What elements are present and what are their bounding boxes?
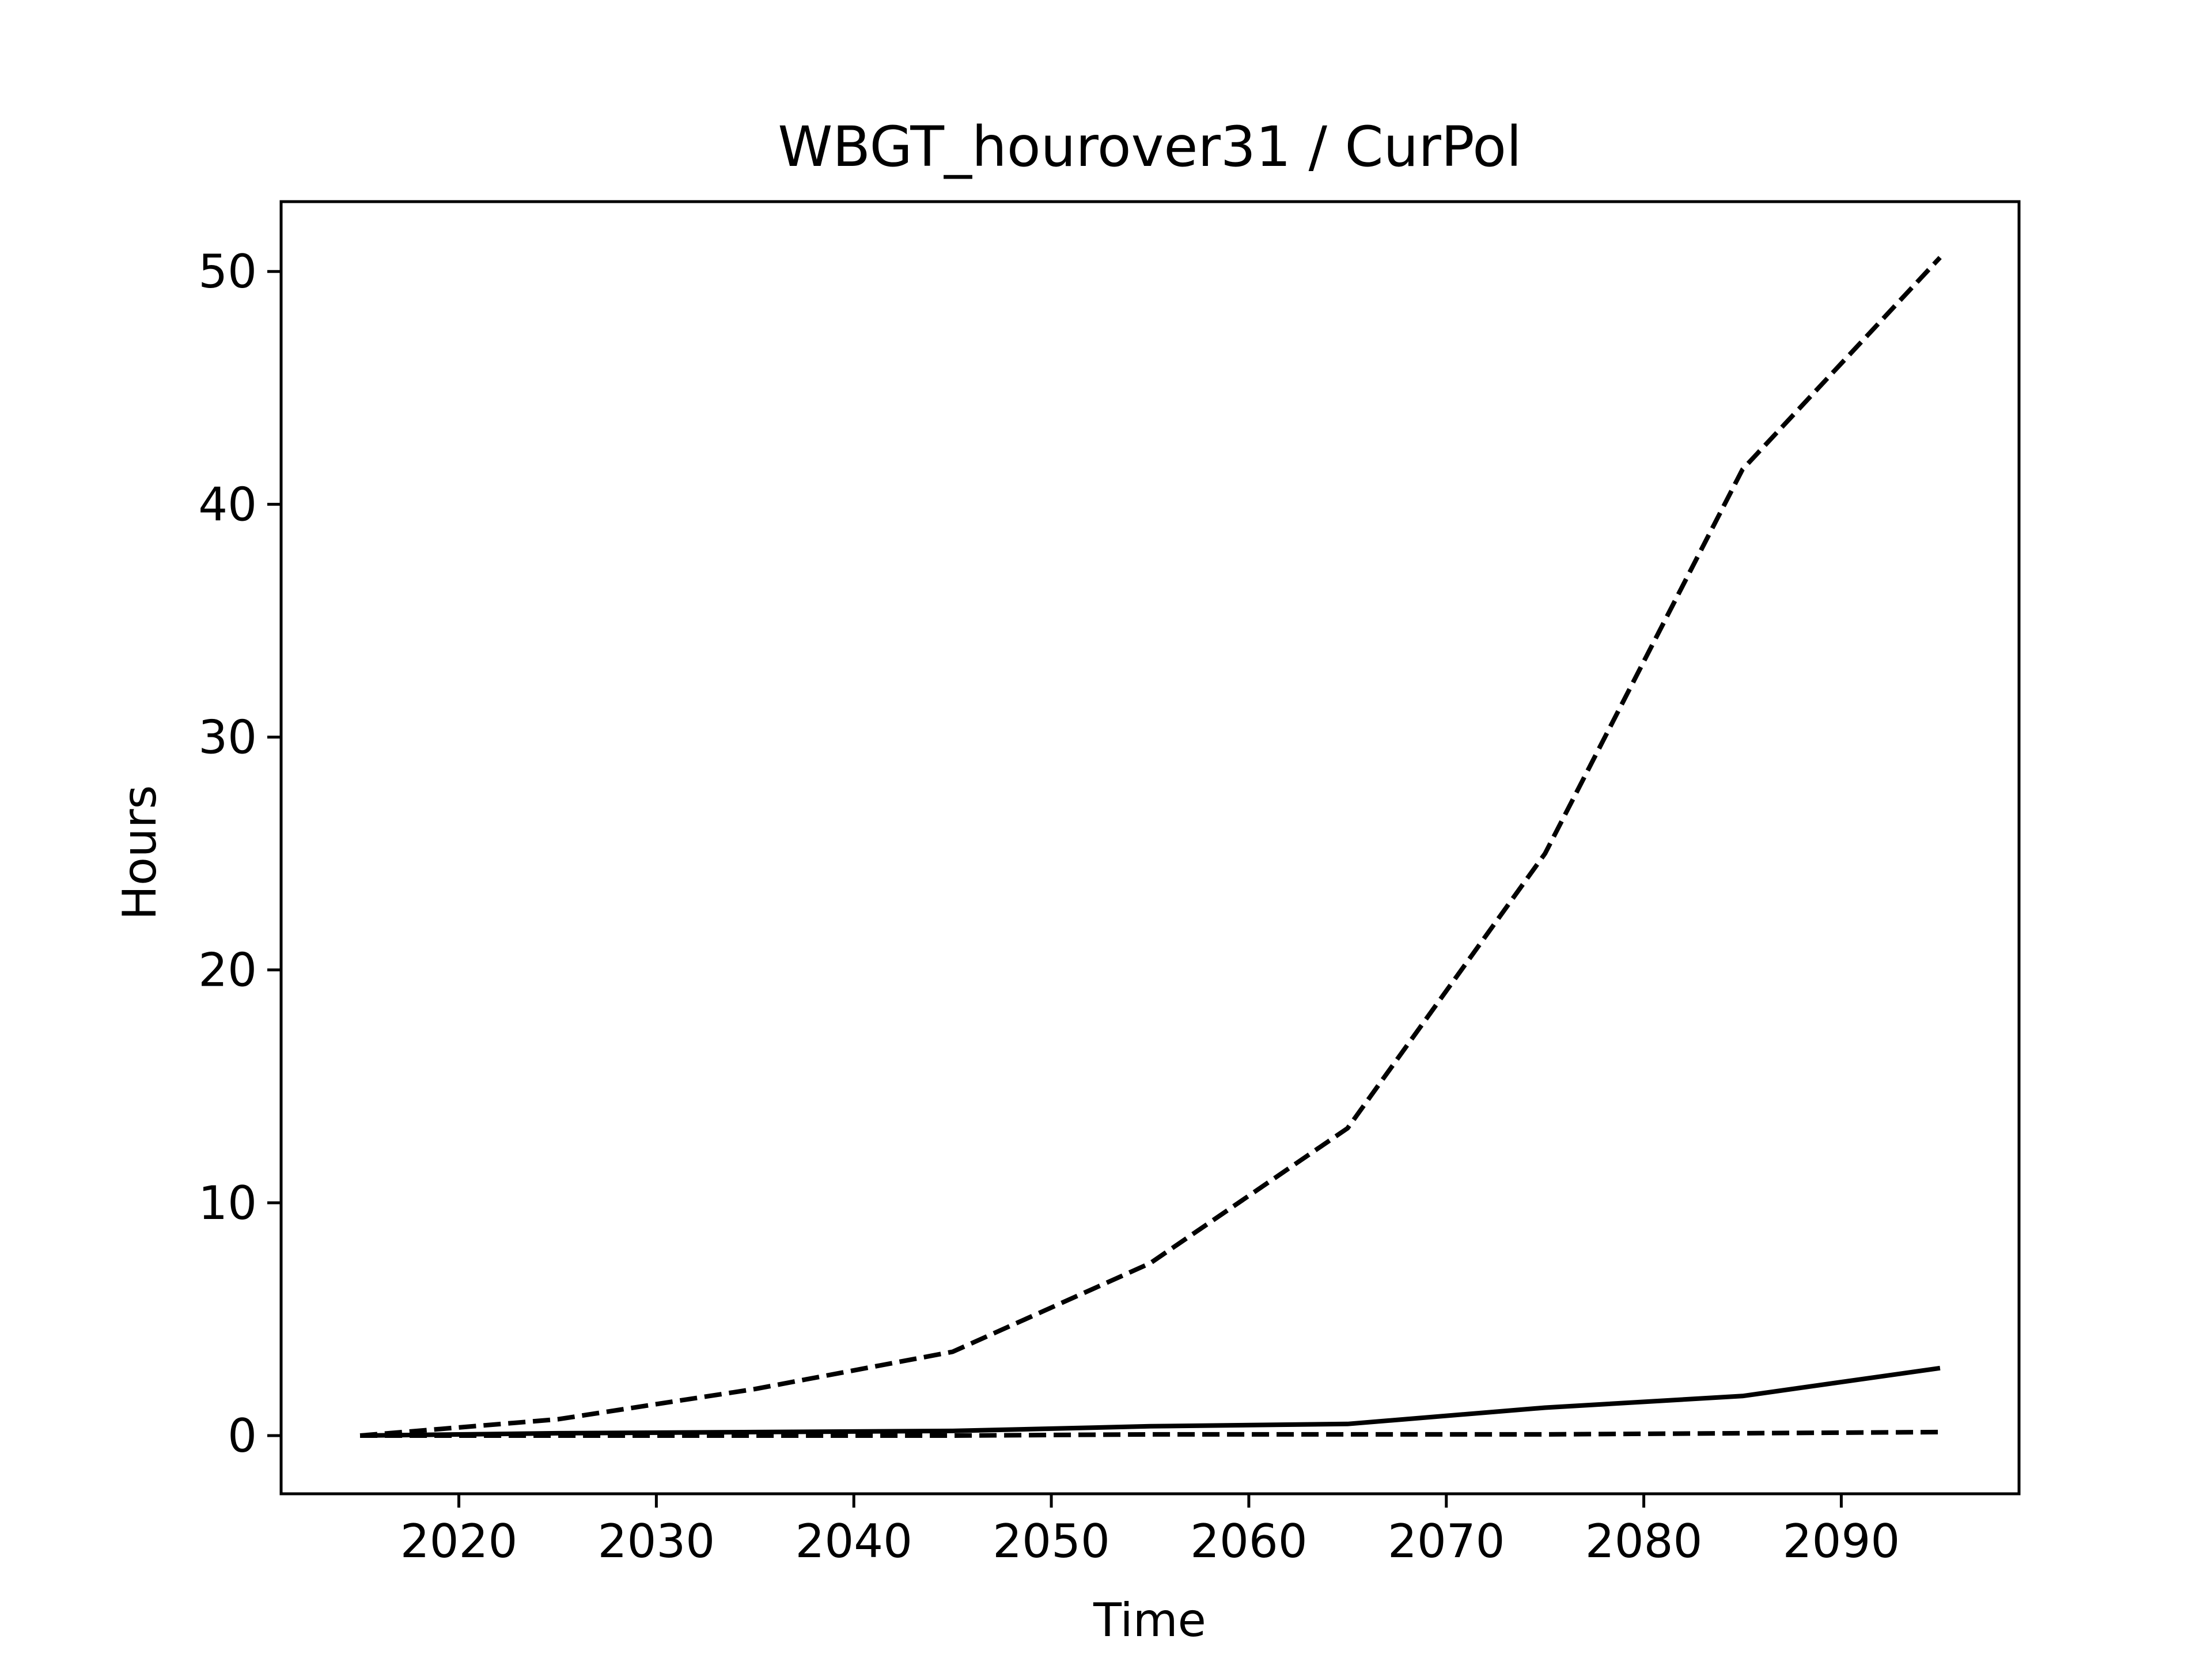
chart-title: WBGT_hourover31 / CurPol [778, 115, 1521, 179]
x-tick-label: 2030 [598, 1515, 715, 1568]
x-tick-label: 2040 [795, 1515, 912, 1568]
y-tick-label: 40 [198, 478, 257, 531]
plot-area-frame [279, 200, 2021, 1496]
x-tick-label: 2070 [1388, 1515, 1505, 1568]
x-axis: 2020 2030 2040 2050 2060 2070 2080 2090 [400, 1494, 1900, 1568]
x-tick-label: 2020 [400, 1515, 518, 1568]
y-tick-label: 50 [198, 245, 257, 298]
x-tick-label: 2050 [993, 1515, 1110, 1568]
y-axis: 0 10 20 30 40 50 [198, 245, 281, 1463]
series-line-2 [360, 1365, 1941, 1438]
x-tick-label: 2080 [1585, 1515, 1703, 1568]
x-axis-label: Time [1093, 1593, 1206, 1647]
x-tick-label: 2090 [1783, 1515, 1900, 1568]
series-line-1 [359, 256, 1942, 1438]
y-tick-label: 30 [198, 711, 257, 764]
y-tick-label: 0 [228, 1409, 257, 1463]
series-line-3 [360, 1429, 1940, 1438]
x-tick-label: 2060 [1190, 1515, 1308, 1568]
y-tick-label: 10 [198, 1176, 257, 1230]
y-axis-label: Hours [113, 785, 166, 920]
y-tick-label: 20 [198, 944, 257, 997]
series-layer [359, 256, 1942, 1438]
